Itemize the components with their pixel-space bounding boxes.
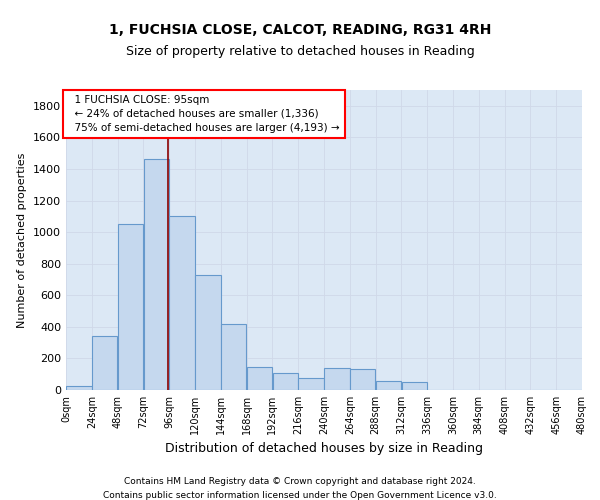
Bar: [118, 224, 143, 390]
X-axis label: Distribution of detached houses by size in Reading: Distribution of detached houses by size …: [165, 442, 483, 456]
Bar: [401, 382, 427, 390]
Y-axis label: Number of detached properties: Number of detached properties: [17, 152, 28, 328]
Text: 1 FUCHSIA CLOSE: 95sqm
  ← 24% of detached houses are smaller (1,336)
  75% of s: 1 FUCHSIA CLOSE: 95sqm ← 24% of detached…: [68, 94, 340, 132]
Text: Contains public sector information licensed under the Open Government Licence v3: Contains public sector information licen…: [103, 491, 497, 500]
Text: Size of property relative to detached houses in Reading: Size of property relative to detached ho…: [125, 45, 475, 58]
Bar: [247, 366, 272, 390]
Bar: [143, 160, 169, 390]
Bar: [66, 386, 92, 390]
Text: 1, FUCHSIA CLOSE, CALCOT, READING, RG31 4RH: 1, FUCHSIA CLOSE, CALCOT, READING, RG31 …: [109, 22, 491, 36]
Bar: [350, 370, 376, 390]
Bar: [169, 216, 195, 390]
Bar: [221, 324, 247, 390]
Bar: [376, 380, 401, 390]
Bar: [195, 274, 221, 390]
Text: Contains HM Land Registry data © Crown copyright and database right 2024.: Contains HM Land Registry data © Crown c…: [124, 478, 476, 486]
Bar: [92, 336, 118, 390]
Bar: [324, 368, 350, 390]
Bar: [272, 372, 298, 390]
Bar: [298, 378, 324, 390]
